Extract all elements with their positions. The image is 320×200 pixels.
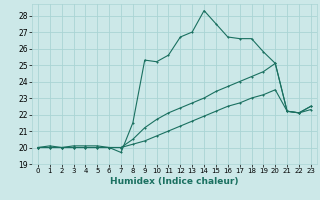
X-axis label: Humidex (Indice chaleur): Humidex (Indice chaleur) xyxy=(110,177,239,186)
